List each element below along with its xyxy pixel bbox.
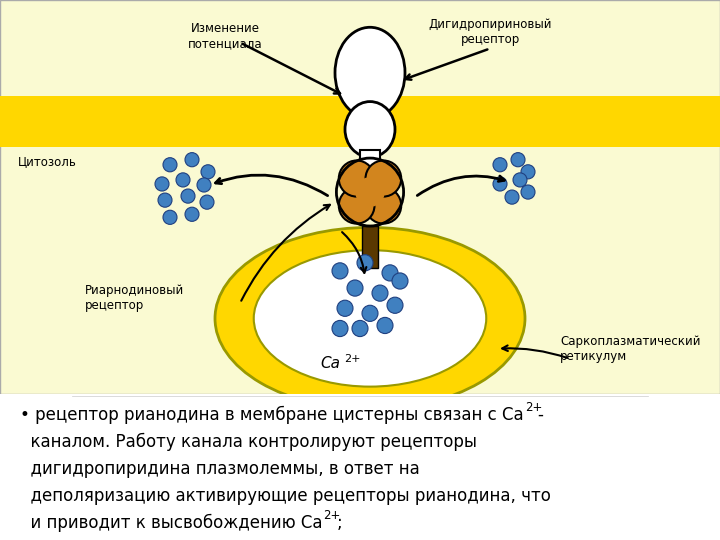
Circle shape [357, 255, 373, 271]
Circle shape [185, 207, 199, 221]
Circle shape [163, 158, 177, 172]
Ellipse shape [339, 160, 374, 197]
Text: Риарнодиновый
рецептор: Риарнодиновый рецептор [85, 284, 184, 312]
Circle shape [372, 285, 388, 301]
Circle shape [332, 320, 348, 336]
Ellipse shape [215, 227, 525, 409]
Circle shape [513, 173, 527, 187]
Circle shape [505, 190, 519, 204]
Circle shape [521, 165, 535, 179]
Bar [360, 150, 380, 172]
Circle shape [362, 305, 378, 321]
Text: деполяризацию активирующие рецепторы рианодина, что: деполяризацию активирующие рецепторы риа… [20, 487, 551, 505]
Text: -: - [538, 406, 544, 424]
Circle shape [352, 320, 368, 336]
Circle shape [197, 178, 211, 192]
Circle shape [382, 265, 398, 281]
Circle shape [337, 300, 353, 316]
Circle shape [155, 177, 169, 191]
Ellipse shape [366, 187, 401, 224]
Bar [362, 226, 378, 268]
Text: Изменение
потенциала: Изменение потенциала [188, 22, 262, 50]
Circle shape [377, 318, 393, 334]
Ellipse shape [355, 177, 384, 207]
Circle shape [181, 189, 195, 203]
Text: 2+: 2+ [323, 509, 341, 522]
Text: 2+: 2+ [344, 354, 361, 364]
Circle shape [185, 153, 199, 167]
Text: • рецептор рианодина в мембране цистерны связан с Ca: • рецептор рианодина в мембране цистерны… [20, 406, 523, 424]
Text: и приводит к высвобождению Ca: и приводит к высвобождению Ca [20, 514, 323, 532]
Text: Саркоплазматический
ретикулум: Саркоплазматический ретикулум [560, 335, 701, 363]
Circle shape [176, 173, 190, 187]
Ellipse shape [253, 250, 486, 387]
Circle shape [493, 177, 507, 191]
Text: ;: ; [336, 514, 342, 532]
Text: • рецептор рианодина в мембране цистерны связан с Ca: • рецептор рианодина в мембране цистерны… [20, 406, 523, 424]
Ellipse shape [339, 187, 374, 224]
Circle shape [392, 273, 408, 289]
Circle shape [347, 280, 363, 296]
Circle shape [158, 193, 172, 207]
Text: 2+: 2+ [525, 401, 542, 414]
Circle shape [201, 165, 215, 179]
Text: Ca: Ca [320, 356, 340, 372]
Circle shape [493, 158, 507, 172]
Ellipse shape [335, 28, 405, 118]
Ellipse shape [345, 102, 395, 157]
Text: Дигидропириновый
рецептор: Дигидропириновый рецептор [428, 18, 552, 46]
Circle shape [332, 263, 348, 279]
Text: дигидропиридина плазмолеммы, в ответ на: дигидропиридина плазмолеммы, в ответ на [20, 460, 420, 478]
Text: каналом. Работу канала контролируют рецепторы: каналом. Работу канала контролируют реце… [20, 433, 477, 451]
Circle shape [387, 297, 403, 313]
Bar [0, 96, 720, 146]
Circle shape [511, 153, 525, 167]
Circle shape [200, 195, 214, 209]
Text: Цитозоль: Цитозоль [18, 155, 77, 168]
Circle shape [163, 210, 177, 225]
Text: и приводит к высвобождению Ca: и приводит к высвобождению Ca [20, 514, 323, 532]
Ellipse shape [366, 160, 401, 197]
Circle shape [521, 185, 535, 199]
